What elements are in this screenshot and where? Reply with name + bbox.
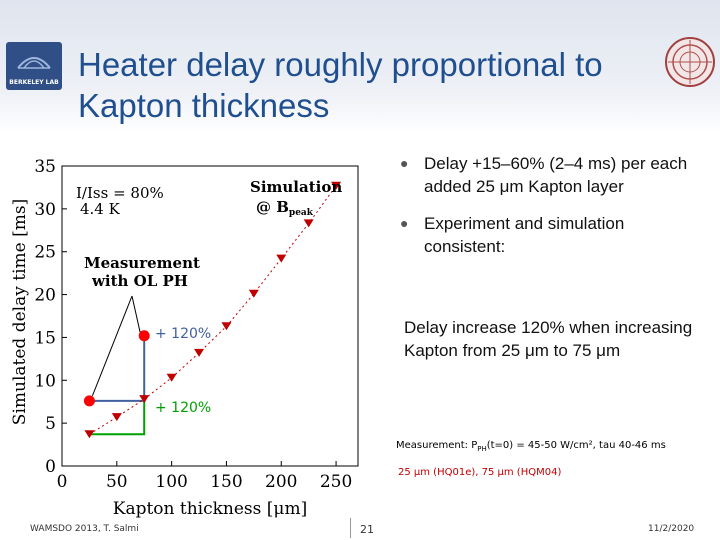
samples-note: 25 μm (HQ01e), 75 μm (HQM04) <box>398 467 562 478</box>
y-tick-label: 35 <box>34 157 56 177</box>
berkeley-lab-logo: BERKELEY LAB <box>6 42 62 90</box>
measurement-label-2: with OL PH <box>91 272 188 290</box>
simulation-point <box>221 322 232 331</box>
y-tick-label: 30 <box>34 200 56 220</box>
bullet-item: ● Experiment and simulation consistent: <box>400 212 700 258</box>
simulation-point <box>166 373 177 382</box>
simulation-series <box>84 181 342 439</box>
bullet-text: Delay +15–60% (2–4 ms) per each added 25… <box>424 154 688 196</box>
simulation-point <box>248 289 259 298</box>
measurement-label-1: Measurement <box>84 254 200 272</box>
bullet-list: ● Delay +15–60% (2–4 ms) per each added … <box>400 152 700 268</box>
header-banner <box>0 0 720 133</box>
svg-text:@ Bpeak: @ Bpeak <box>256 198 314 218</box>
y-tick-label: 20 <box>34 286 56 306</box>
y-tick-label: 10 <box>34 371 56 391</box>
simulation-point <box>303 219 314 228</box>
simulation-point <box>111 413 122 422</box>
bullet-item: ● Delay +15–60% (2–4 ms) per each added … <box>400 152 700 198</box>
increase-paragraph: Delay increase 120% when increasing Kapt… <box>404 318 693 360</box>
x-tick-label: 200 <box>265 472 297 492</box>
lab-building-icon <box>17 57 51 69</box>
simulation-bracket <box>89 399 146 436</box>
x-axis-label: Kapton thickness [μm] <box>113 499 307 519</box>
measurement-pointer <box>91 295 133 397</box>
x-tick-label: 0 <box>57 472 68 492</box>
chart-ticks: 0 50 100 150 200 250 0 5 10 15 20 25 30 35 <box>34 157 352 492</box>
increase-label-top: + 120% <box>155 326 211 342</box>
x-tick-label: 50 <box>106 472 128 492</box>
x-tick-label: 150 <box>210 472 242 492</box>
condition-label-1: I/Iss = 80% <box>76 184 164 202</box>
footer-divider <box>350 518 351 538</box>
increase-label-bottom: + 120% <box>155 400 211 416</box>
simulation-point <box>139 395 150 404</box>
lhc-logo-icon <box>665 37 715 87</box>
bullet-dot-icon: ● <box>400 155 409 171</box>
simulation-point <box>331 181 342 190</box>
footer-page-number: 21 <box>360 523 374 536</box>
simulation-label-sub: peak <box>289 208 314 218</box>
simulation-point <box>84 430 95 439</box>
measurement-pointer <box>131 295 141 333</box>
footer-conference: WAMSDO 2013, T. Salmi <box>30 524 139 534</box>
bullet-text: Experiment and simulation consistent: <box>424 214 625 256</box>
delay-chart: 0 50 100 150 200 250 0 5 10 15 20 25 30 35 I/Iss = 80… <box>10 157 359 519</box>
simulation-point <box>276 254 287 263</box>
y-tick-label: 15 <box>34 328 56 348</box>
measurement-point <box>138 330 150 342</box>
bullet-dot-icon: ● <box>400 215 409 231</box>
condition-label-2: 4.4 K <box>80 200 121 218</box>
slide-title: Heater delay roughly proportional to Kap… <box>78 46 603 124</box>
measurement-bracket <box>89 335 146 402</box>
y-tick-label: 25 <box>34 243 56 263</box>
y-tick-label: 0 <box>45 457 56 477</box>
logo-text: BERKELEY LAB <box>9 79 59 86</box>
plot-frame <box>61 165 359 467</box>
x-tick-label: 250 <box>320 472 352 492</box>
x-tick-label: 100 <box>155 472 187 492</box>
simulation-line <box>89 185 337 435</box>
simulation-label-1: Simulation <box>250 178 342 196</box>
simulation-label-2: @ B <box>256 198 289 216</box>
simulation-point <box>194 348 205 357</box>
y-axis-label: Simulated delay time [ms] <box>10 199 30 425</box>
measurement-note: Measurement: PPH(t=0) = 45-50 W/cm², tau… <box>396 440 666 453</box>
measurement-point <box>83 395 95 407</box>
measurement-series <box>83 330 150 407</box>
footer-date: 11/2/2020 <box>648 524 695 534</box>
measurement-prefix: Measurement: P <box>396 440 478 451</box>
measurement-sub: PH <box>477 445 487 453</box>
y-tick-label: 5 <box>45 414 56 434</box>
chart-axes <box>61 165 359 467</box>
measurement-suffix: (t=0) = 45-50 W/cm², tau 40-46 ms <box>486 440 666 451</box>
